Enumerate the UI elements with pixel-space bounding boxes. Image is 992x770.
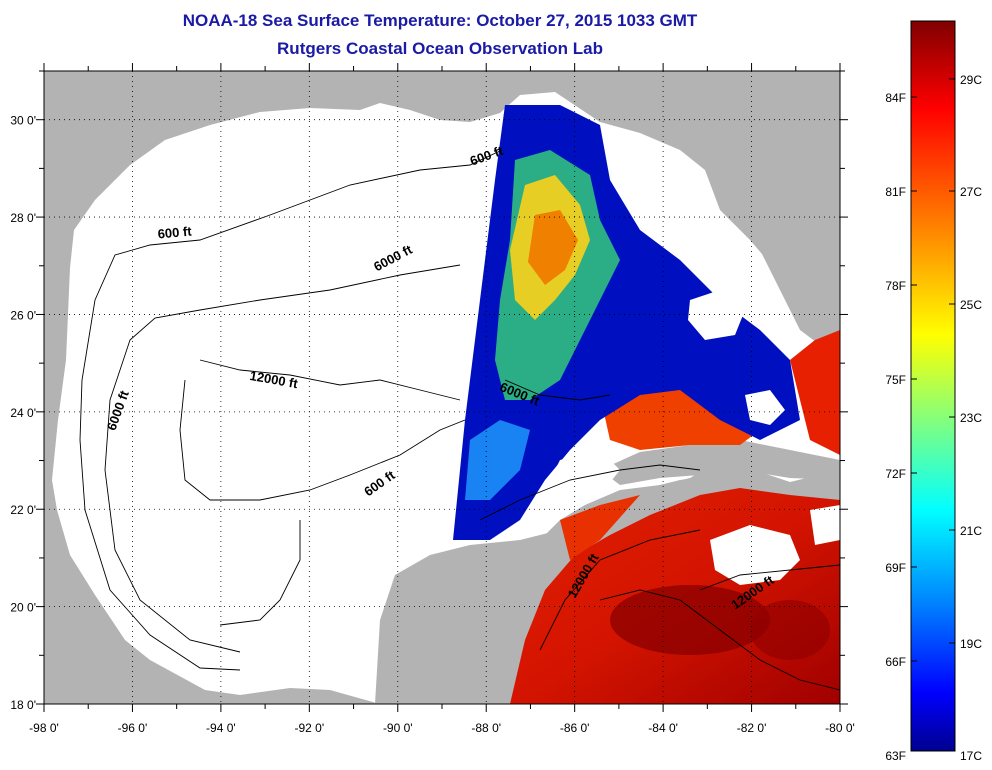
cloud-patch [710,525,800,585]
longitude-label: -84 0' [648,721,678,735]
longitude-label: -82 0' [737,721,767,735]
sst-yucatan-channel [560,495,640,560]
latitude-label: 20 0' [10,601,36,615]
longitude-label: -88 0' [471,721,501,735]
map-title: NOAA-18 Sea Surface Temperature: October… [182,11,698,30]
sst-warm-patch [600,380,760,450]
colorbar-f-label: 69F [885,561,906,575]
latitude-label: 24 0' [10,406,36,420]
bathymetry-contours [79,149,840,691]
colorbar-f-label: 66F [885,655,906,669]
longitude-label: -92 0' [295,721,325,735]
latitude-label: 22 0' [10,503,36,517]
colorbar-c-label: 25C [960,298,982,312]
sst-warm-core [750,600,830,660]
map-subtitle: Rutgers Coastal Ocean Observation Lab [277,39,603,58]
colorbar-c-label: 21C [960,524,982,538]
latitude-label: 30 0' [10,114,36,128]
latitude-labels: 18 0' 20 0' 22 0' 24 0' 26 0' 28 0' 30 0' [10,114,36,712]
colorbar-celsius-labels: 29C 27C 25C 23C 21C 19C 17C [960,73,982,763]
colorbar-f-label: 72F [885,467,906,481]
latitude-label: 18 0' [10,698,36,712]
longitude-label: -80 0' [825,721,855,735]
colorbar-f-label: 63F [885,749,906,763]
cuba-land [600,440,840,485]
longitude-labels: -98 0' -96 0' -94 0' -92 0' -90 0' -88 0' -86 … [29,721,855,735]
axis-ticks [36,63,848,712]
colorbar-c-label: 27C [960,185,982,199]
colorbar-f-label: 75F [885,373,906,387]
depth-label: 600 ft [157,224,193,242]
cloud-patch [745,390,785,425]
cloud-patch [612,145,700,230]
longitude-label: -98 0' [29,721,59,735]
sst-swath-orange [528,210,578,285]
longitude-label: -90 0' [383,721,413,735]
colorbar-ticks [911,78,955,662]
colorbar-f-label: 81F [885,185,906,199]
longitude-label: -86 0' [560,721,590,735]
lat-lon-grid [44,71,840,704]
latitude-label: 26 0' [10,308,36,322]
cloud-patch [810,505,840,545]
yucatan-land [375,475,735,704]
colorbar [910,20,956,752]
sst-keys-patch [790,330,840,455]
colorbar-c-label: 19C [960,637,982,651]
sst-swath-cyan [465,420,530,500]
colorbar-f-label: 78F [885,279,906,293]
colorbar-fahrenheit-labels: 84F 81F 78F 75F 72F 69F 66F 63F [885,91,906,763]
colorbar-c-label: 23C [960,411,982,425]
cloud-patch [688,290,745,340]
colorbar-c-label: 29C [960,73,982,87]
florida-land [600,71,840,360]
longitude-label: -96 0' [118,721,148,735]
colorbar-c-label: 17C [960,749,982,763]
colorbar-f-label: 84F [885,91,906,105]
latitude-label: 28 0' [10,211,36,225]
longitude-label: -94 0' [206,721,236,735]
